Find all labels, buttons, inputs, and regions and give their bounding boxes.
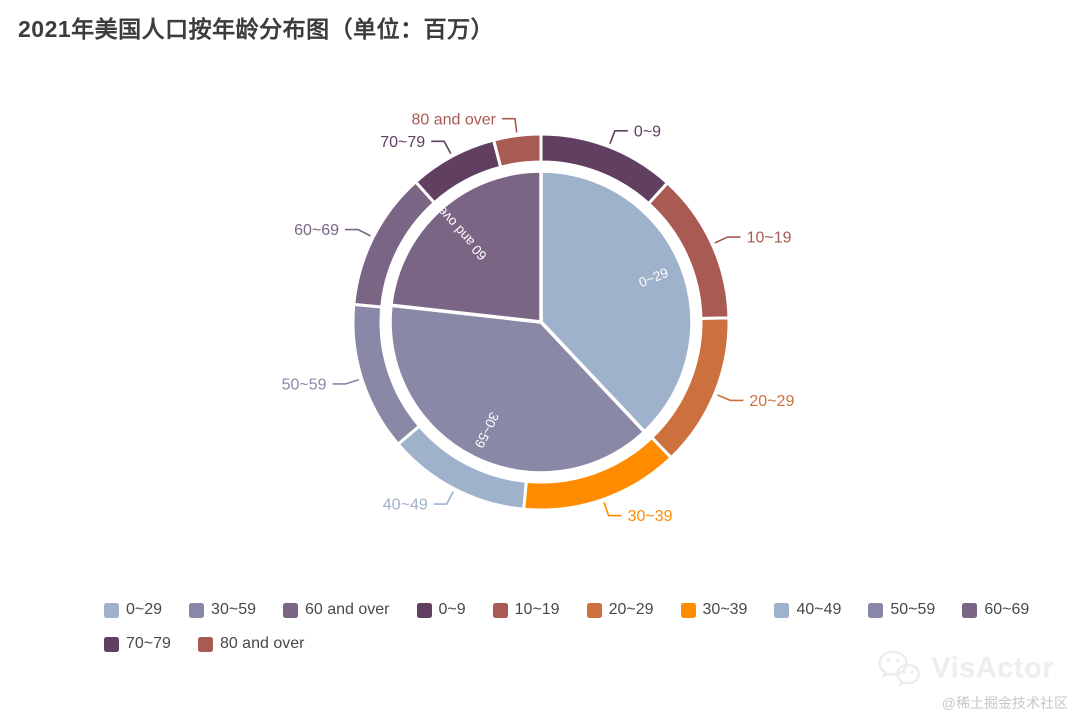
legend-item-70~79[interactable]: 70~79 — [104, 635, 171, 653]
legend-item-40~49[interactable]: 40~49 — [774, 601, 841, 619]
outer-label-0~9: 0~9 — [634, 123, 661, 140]
legend-label: 40~49 — [796, 601, 842, 618]
leader-line-10~19 — [714, 236, 741, 244]
legend-swatch — [962, 602, 978, 618]
legend-swatch — [104, 602, 119, 618]
leader-line-70~79 — [431, 140, 452, 155]
legend-label: 80 and over — [219, 635, 305, 652]
legend-item-20~29[interactable]: 20~29 — [586, 601, 654, 619]
wechat-bubbles-icon — [878, 650, 921, 687]
leader-line-50~59 — [332, 378, 360, 385]
legend-swatch — [189, 602, 205, 618]
legend-label: 0~29 — [126, 601, 163, 618]
legend-item-0~29[interactable]: 0~29 — [104, 601, 162, 619]
outer-label-70~79: 70~79 — [380, 134, 425, 151]
legend-item-60~69[interactable]: 60~69 — [962, 601, 1029, 619]
credit-text: @稀土掘金技术社区 — [941, 695, 1068, 711]
visactor-watermark: VisActor — [876, 648, 1054, 688]
leader-line-0~9 — [609, 129, 628, 145]
legend-item-30~39[interactable]: 30~39 — [680, 601, 748, 619]
leader-line-30~39 — [603, 502, 622, 517]
legend-item-50~59[interactable]: 50~59 — [868, 601, 935, 619]
leader-line-80 and over — [501, 117, 518, 133]
legend-label: 0~9 — [438, 601, 466, 618]
legend-label: 30~59 — [211, 601, 256, 618]
legend-swatch — [282, 602, 298, 618]
ring-segment-80 and over[interactable] — [492, 132, 543, 169]
legend-swatch — [774, 602, 790, 618]
leader-line-20~29 — [717, 394, 744, 402]
legend-item-30~59[interactable]: 30~59 — [189, 601, 256, 619]
legend-swatch — [416, 602, 432, 618]
outer-label-30~39: 30~39 — [628, 508, 673, 525]
outer-label-60~69: 60~69 — [294, 222, 339, 239]
pie-slice-60 and over[interactable] — [389, 169, 543, 324]
legend-swatch — [868, 602, 884, 618]
leader-line-40~49 — [433, 491, 454, 505]
legend-label: 10~19 — [514, 601, 560, 618]
legend-label: 70~79 — [126, 635, 171, 652]
legend: 0~29 30~59 60 and over 0~9 10~19 20~29 30~39 40… — [104, 601, 1044, 653]
visactor-logo-text: VisActor — [931, 651, 1054, 684]
legend-label: 60~69 — [984, 601, 1030, 618]
pie-slice-30~59[interactable] — [388, 303, 647, 475]
legend-swatch — [104, 636, 119, 652]
legend-label: 60 and over — [304, 601, 390, 618]
legend-label: 30~39 — [702, 601, 748, 618]
legend-swatch — [492, 602, 508, 618]
chart-title: 2021年美国人口按年龄分布图（单位：百万） — [18, 16, 495, 42]
legend-label: 50~59 — [890, 601, 936, 618]
legend-item-60 and over[interactable]: 60 and over — [282, 601, 390, 619]
legend-swatch — [197, 636, 213, 652]
legend-swatch — [680, 602, 696, 618]
legend-swatch — [586, 602, 602, 618]
legend-item-0~9[interactable]: 0~9 — [416, 601, 466, 619]
legend-item-80 and over[interactable]: 80 and over — [197, 635, 305, 653]
outer-label-50~59: 50~59 — [282, 377, 327, 394]
legend-label: 20~29 — [608, 601, 654, 618]
pie-slice-0~29[interactable] — [539, 169, 694, 434]
outer-label-40~49: 40~49 — [383, 497, 428, 514]
outer-label-20~29: 20~29 — [749, 393, 794, 410]
leader-line-60~69 — [345, 228, 371, 237]
outer-label-80 and over: 80 and over — [411, 111, 496, 128]
outer-label-10~19: 10~19 — [747, 230, 792, 247]
legend-item-10~19[interactable]: 10~19 — [492, 601, 560, 619]
